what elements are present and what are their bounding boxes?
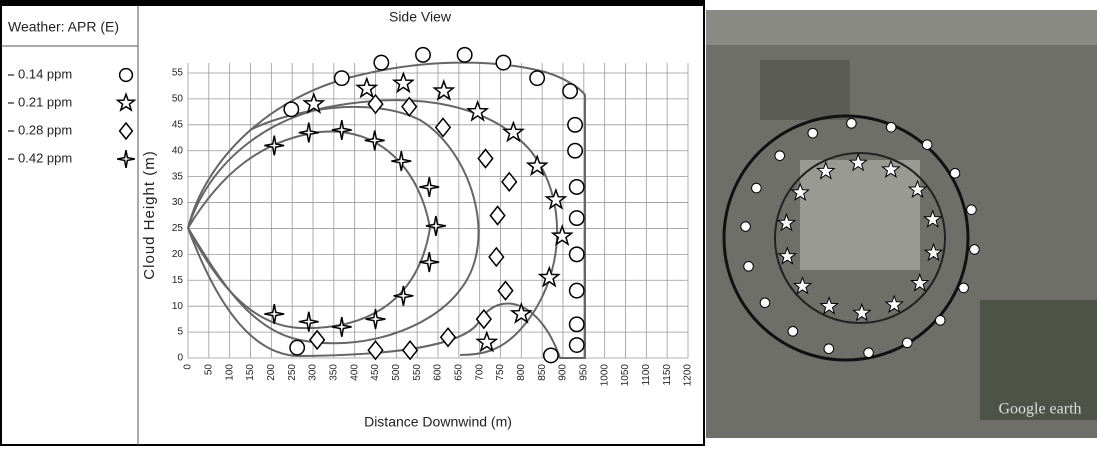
marker bbox=[922, 140, 932, 150]
x-axis-label: Distance Downwind (m) bbox=[364, 414, 512, 430]
data-point bbox=[544, 348, 558, 362]
x-tick-label: 850 bbox=[537, 364, 548, 381]
x-tick-label: 550 bbox=[412, 364, 423, 381]
x-tick-label: 450 bbox=[370, 364, 381, 381]
data-point bbox=[457, 48, 471, 62]
terrain-patch bbox=[760, 60, 850, 120]
page: Weather: APR (E) Side View Distance Down… bbox=[0, 0, 1097, 449]
data-point bbox=[335, 71, 349, 85]
y-tick-label: 45 bbox=[172, 119, 184, 130]
legend-label: 0.21 ppm bbox=[18, 94, 72, 109]
y-tick-label: 50 bbox=[172, 94, 184, 105]
x-tick-label: 1000 bbox=[599, 364, 610, 387]
y-tick-label: 25 bbox=[172, 223, 184, 234]
data-point bbox=[570, 283, 584, 297]
marker bbox=[935, 316, 945, 326]
legend-label: 0.42 ppm bbox=[18, 150, 72, 165]
x-tick-label: 300 bbox=[308, 364, 319, 381]
marker bbox=[970, 245, 980, 255]
data-point bbox=[374, 55, 388, 69]
marker bbox=[808, 128, 818, 138]
y-tick-label: 20 bbox=[172, 249, 184, 260]
legend-label: 0.28 ppm bbox=[18, 122, 72, 137]
x-tick-label: 250 bbox=[287, 364, 298, 381]
x-tick-label: 750 bbox=[495, 364, 506, 381]
marker bbox=[760, 298, 770, 308]
marker bbox=[959, 283, 969, 293]
x-tick-label: 1050 bbox=[620, 364, 631, 387]
y-tick-label: 0 bbox=[177, 353, 183, 364]
x-tick-label: 150 bbox=[245, 364, 256, 381]
x-tick-label: 500 bbox=[391, 364, 402, 381]
data-point bbox=[570, 338, 584, 352]
x-tick-label: 950 bbox=[578, 364, 589, 381]
x-tick-label: 900 bbox=[558, 364, 569, 381]
marker bbox=[967, 205, 977, 215]
y-tick-label: 5 bbox=[177, 327, 183, 338]
marker bbox=[775, 151, 785, 161]
legend-marker bbox=[120, 69, 133, 82]
legend-title: Weather: APR (E) bbox=[8, 19, 119, 35]
marker bbox=[752, 183, 762, 193]
data-point bbox=[570, 247, 584, 261]
x-tick-label: 800 bbox=[516, 364, 527, 381]
data-point bbox=[290, 340, 304, 354]
marker bbox=[741, 222, 751, 232]
marker bbox=[847, 119, 857, 129]
data-point bbox=[570, 211, 584, 225]
data-point bbox=[416, 48, 430, 62]
x-tick-label: 100 bbox=[224, 364, 235, 381]
chart-title: Side View bbox=[389, 9, 452, 25]
data-point bbox=[568, 144, 582, 158]
chart: Weather: APR (E) Side View Distance Down… bbox=[0, 0, 1097, 449]
x-tick-label: 50 bbox=[203, 364, 214, 376]
data-point bbox=[496, 55, 510, 69]
x-tick-label: 400 bbox=[349, 364, 360, 381]
y-tick-label: 35 bbox=[172, 171, 184, 182]
x-tick-label: 700 bbox=[474, 364, 485, 381]
marker bbox=[902, 338, 912, 348]
x-tick-label: 650 bbox=[453, 364, 464, 381]
x-tick-label: 600 bbox=[433, 364, 444, 381]
data-point bbox=[530, 71, 544, 85]
x-tick-label: 0 bbox=[183, 364, 194, 370]
y-tick-label: 30 bbox=[172, 197, 184, 208]
x-tick-label: 350 bbox=[328, 364, 339, 381]
y-axis-label: Cloud Height (m) bbox=[141, 150, 158, 279]
marker bbox=[744, 262, 754, 272]
data-point bbox=[563, 84, 577, 98]
data-point bbox=[570, 317, 584, 331]
legend-label: 0.14 ppm bbox=[18, 66, 72, 81]
y-tick-label: 40 bbox=[172, 145, 184, 156]
satellite-image: Google earth bbox=[706, 10, 1097, 438]
y-tick-label: 15 bbox=[172, 275, 184, 286]
data-point bbox=[284, 102, 298, 116]
data-point bbox=[570, 180, 584, 194]
terrain-patch bbox=[706, 10, 1097, 45]
marker bbox=[788, 327, 798, 337]
y-tick-label: 10 bbox=[172, 301, 184, 312]
y-tick-label: 55 bbox=[172, 68, 184, 79]
x-tick-label: 1100 bbox=[641, 364, 652, 386]
terrain-patch bbox=[800, 160, 920, 270]
watermark: Google earth bbox=[998, 401, 1081, 418]
x-tick-label: 200 bbox=[266, 364, 277, 381]
x-tick-label: 1200 bbox=[683, 364, 694, 387]
data-point bbox=[568, 118, 582, 132]
top-bar bbox=[0, 0, 705, 6]
marker bbox=[864, 348, 874, 358]
marker bbox=[886, 123, 896, 133]
marker bbox=[950, 168, 960, 178]
marker bbox=[824, 344, 834, 354]
x-tick-label: 1150 bbox=[662, 364, 673, 386]
